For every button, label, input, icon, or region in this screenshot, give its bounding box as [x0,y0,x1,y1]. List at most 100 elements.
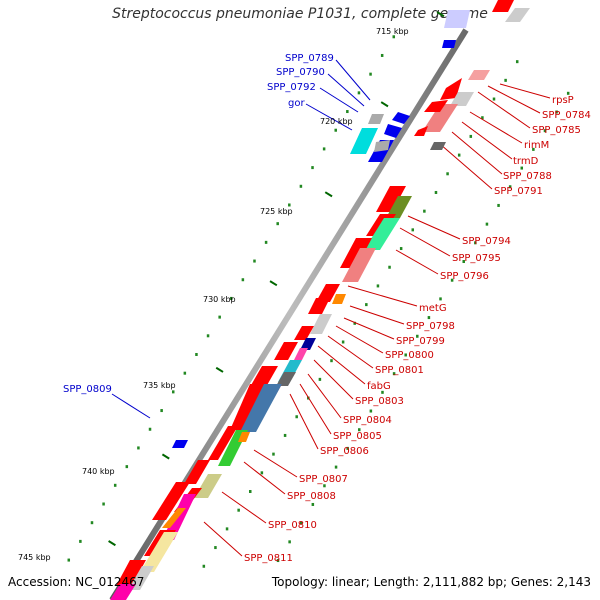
gene-label[interactable]: rpsP [552,95,574,106]
gc-dot [399,247,403,251]
gene-label[interactable]: SPP_0785 [532,125,581,136]
scale-label: 735 kbp [143,381,176,390]
gc-dot [353,321,356,325]
feature-spp-0813[interactable] [116,560,146,586]
feature-metg[interactable] [316,284,340,302]
gene-label[interactable]: SPP_0784 [542,110,591,121]
feature-spp-0791[interactable] [414,126,428,136]
feature-spp-0811[interactable] [162,494,196,540]
feature-spp-0806-c[interactable] [240,384,282,432]
feature-spp-0808-b[interactable] [184,460,210,484]
gc-dot [299,521,303,525]
gene-label[interactable]: SPP_0803 [355,396,404,407]
gene-label[interactable]: SPP_0790 [276,67,325,78]
feature-spp-0796-b[interactable] [342,248,376,282]
gene-label[interactable]: SPP_0799 [396,336,445,347]
gc-dot [214,546,217,550]
feature-spp-0808[interactable] [238,432,250,442]
feature-spp-0789[interactable] [392,112,410,124]
gene-label[interactable]: SPP_0804 [343,415,392,426]
gene-label[interactable]: SPP_0801 [375,365,424,376]
feature-spp-0795-b[interactable] [364,218,400,250]
feature-spp-0799[interactable] [308,298,330,314]
gene-label[interactable]: rimM [524,140,549,151]
feature-spp-0782[interactable] [492,0,514,12]
gc-dot [202,564,206,568]
feature-spp-0811-b[interactable] [162,508,186,528]
feature-spp-0809[interactable] [172,440,188,448]
gene-label[interactable]: SPP_0796 [440,271,489,282]
feature-spp-0810-b[interactable] [152,482,190,520]
feature-spp-0800[interactable] [310,314,332,334]
gene-label[interactable]: SPP_0789 [285,53,334,64]
gene-label[interactable]: SPP_0811 [244,553,293,564]
gc-dot [299,184,303,188]
gene-label[interactable]: gor [288,98,305,109]
feature-spp-0794[interactable] [376,186,406,212]
feature-spp-0796[interactable] [340,238,372,268]
gc-dot [237,508,240,512]
feature-spp-0814[interactable] [110,584,136,600]
gene-label[interactable]: fabG [367,381,391,392]
feature-spp-0804[interactable] [274,342,298,360]
leader-line [221,491,267,524]
feature-spp-0810[interactable] [194,474,222,498]
feature-spp-0794-b[interactable] [386,196,412,218]
gene-label[interactable]: metG [419,303,447,314]
leader-line [487,85,541,114]
feature-spp-0790[interactable] [384,124,402,138]
gc-dot [283,433,287,437]
gene-label[interactable]: SPP_0809 [63,384,112,395]
leader-line [319,87,359,113]
feature-spp-0783[interactable] [505,8,530,22]
feature-rimm[interactable] [422,104,458,132]
feature-trmd[interactable] [424,100,448,112]
feature-spp-0803[interactable] [294,348,308,360]
feature-spp-0806[interactable] [276,372,296,386]
gene-label[interactable]: SPP_0794 [462,236,511,247]
gc-dot [346,110,349,114]
gene-label[interactable]: SPP_0806 [320,446,369,457]
feature-spp-0807[interactable] [208,426,238,460]
gene-label[interactable]: SPP_0791 [494,186,543,197]
gc-dot [195,352,198,356]
feature-spp-0785[interactable] [450,92,474,106]
gene-label[interactable]: SPP_0808 [287,491,336,502]
gene-label[interactable]: SPP_0798 [406,321,455,332]
gene-label[interactable]: SPP_0810 [268,520,317,531]
label-leaders [111,59,551,557]
gc-dot [218,315,221,319]
scale-tick [380,101,389,108]
feature-spp-0786-rev[interactable] [444,10,470,28]
gene-label[interactable]: SPP_0795 [452,253,501,264]
feature-spp-0792-b[interactable] [350,128,378,154]
gene-label[interactable]: SPP_0805 [333,431,382,442]
feature-spp-0784[interactable] [440,78,462,100]
leader-line [349,305,405,325]
gene-label[interactable]: SPP_0788 [503,171,552,182]
feature-spp-0798[interactable] [332,294,346,304]
gene-label[interactable]: SPP_0807 [299,474,348,485]
feature-spp-0793-rev[interactable] [374,140,390,152]
gc-dot [469,134,473,138]
scale-label: 715 kbp [376,27,409,36]
gc-dot [230,296,233,300]
scale-label: 745 kbp [18,553,51,562]
feature-spp-0792[interactable] [368,114,384,124]
feature-spp-0788[interactable] [430,142,446,150]
gene-label[interactable]: SPP_0800 [385,350,434,361]
summary-text: Topology: linear; Length: 2,111,882 bp; … [271,575,591,589]
feature-fabg[interactable] [300,338,316,350]
gc-dot [446,172,449,176]
feature-spp-0787-rev[interactable] [442,40,456,48]
scale-tick [215,366,224,373]
gene-label[interactable]: SPP_0792 [267,82,316,93]
gc-dot [183,371,187,375]
gc-dot [427,316,431,320]
feature-spp-0801[interactable] [294,326,314,340]
gene-label[interactable]: trmD [513,156,539,167]
gc-dot [249,490,252,494]
gc-dot [504,78,507,82]
feature-rpsp[interactable] [468,70,490,80]
feature-spp-0812-b[interactable] [140,532,178,572]
